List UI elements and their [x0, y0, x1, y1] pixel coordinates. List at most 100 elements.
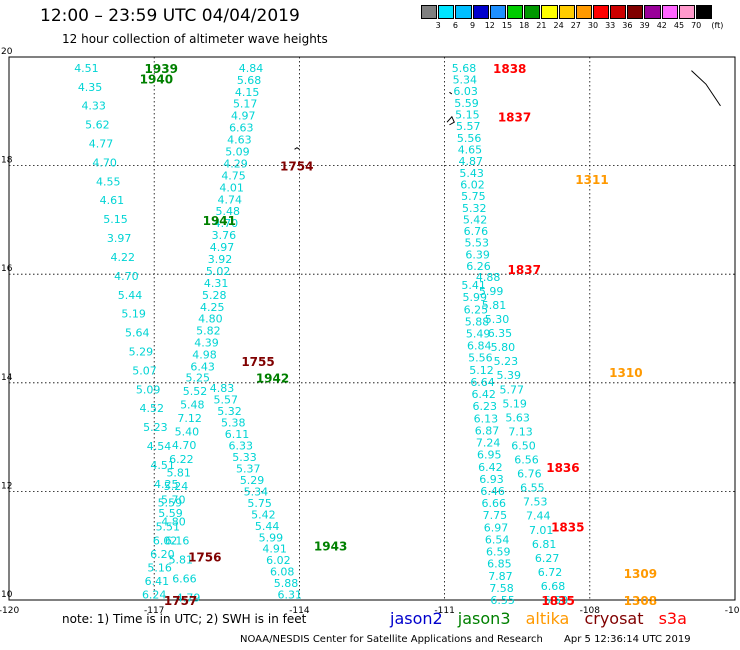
swh-value: 4.22 — [110, 251, 135, 264]
swh-value: 4.15 — [235, 86, 260, 99]
swh-value: 5.81 — [482, 299, 507, 312]
scale-swatch — [524, 5, 541, 19]
y-tick-label: 18 — [1, 156, 13, 166]
swh-value: 4.65 — [458, 143, 483, 156]
swh-value: 6.23 — [473, 400, 498, 413]
swh-value: 5.81 — [169, 553, 194, 566]
scale-value: 6 — [452, 21, 458, 30]
scale-value: 30 — [587, 21, 599, 30]
swh-value: 5.70 — [161, 494, 186, 507]
x-tick-label: -120 — [0, 606, 19, 616]
swh-value: 5.19 — [121, 308, 146, 321]
pass-label: 1941 — [203, 214, 236, 228]
swh-value: 5.75 — [247, 497, 272, 510]
scale-swatch — [627, 5, 644, 19]
swh-value: 5.02 — [206, 265, 231, 278]
pass-label: 1939 — [145, 62, 178, 76]
swh-value: 5.99 — [463, 291, 488, 304]
satellite-legend: jason2 jason3 altika cryosat s3a — [390, 609, 697, 628]
swh-value: 5.75 — [461, 190, 486, 203]
swh-value: 4.80 — [161, 516, 186, 529]
swh-value: 6.42 — [478, 461, 503, 474]
swh-value: 5.68 — [452, 62, 477, 75]
swh-value: 5.59 — [158, 507, 183, 520]
y-tick-label: 14 — [1, 373, 13, 383]
scale-value: 45 — [673, 21, 685, 30]
legend-jason2: jason2 — [390, 609, 443, 628]
swh-value: 4.33 — [81, 100, 106, 113]
swh-value: 5.56 — [468, 352, 493, 365]
swh-value: 6.72 — [538, 566, 563, 579]
y-tick-label: 12 — [1, 481, 12, 491]
swh-value: 7.24 — [476, 437, 501, 450]
swh-value: 4.35 — [78, 81, 103, 94]
credit-line: NOAA/NESDIS Center for Satellite Applica… — [240, 634, 691, 645]
swh-value: 5.64 — [125, 327, 150, 340]
swh-value: 5.63 — [505, 411, 530, 424]
swh-value: 4.84 — [239, 62, 264, 75]
swh-value: 6.54 — [485, 533, 510, 546]
scale-value: 21 — [536, 21, 547, 30]
swh-value: 5.88 — [465, 315, 490, 328]
plot-frame — [8, 56, 736, 601]
swh-value: 6.16 — [165, 535, 190, 548]
swh-value: 4.79 — [176, 591, 201, 604]
swh-value: 6.56 — [514, 454, 539, 467]
pass-label: 1835 — [541, 594, 574, 608]
swh-value: 4.80 — [198, 313, 223, 326]
swh-value: 4.97 — [231, 110, 256, 123]
swh-value: 4.55 — [96, 175, 121, 188]
swh-value: 5.57 — [213, 394, 238, 407]
scale-value: 12 — [484, 21, 495, 30]
swh-value: 5.28 — [202, 289, 227, 302]
swh-value: 3.76 — [212, 229, 237, 242]
land-outline — [446, 115, 455, 126]
swh-value: 6.76 — [517, 468, 542, 481]
scale-swatch — [610, 5, 627, 19]
swh-value: 4.74 — [217, 193, 242, 206]
swh-value: 5.37 — [236, 462, 261, 475]
swh-value: 7.53 — [523, 496, 548, 509]
pass-label: 1310 — [609, 366, 642, 380]
swh-value: 5.56 — [457, 132, 482, 145]
swh-value: 6.26 — [466, 260, 491, 273]
swh-value: 5.52 — [183, 385, 208, 398]
scale-swatch — [472, 5, 489, 19]
swh-value: 3.92 — [208, 253, 233, 266]
swh-value: 5.32 — [462, 202, 487, 215]
swh-value: 6.68 — [541, 580, 566, 593]
swh-value: 4.39 — [194, 337, 219, 350]
swh-value: 4.25 — [200, 301, 225, 314]
scale-value: 3 — [435, 21, 441, 30]
swh-value: 5.42 — [463, 213, 488, 226]
swh-value: 5.23 — [494, 355, 519, 368]
swh-value: 5.82 — [196, 325, 221, 338]
swh-value: 4.70 — [114, 270, 139, 283]
swh-value: 6.63 — [229, 122, 254, 135]
y-tick-label: 10 — [1, 590, 13, 600]
swh-value: 6.35 — [488, 327, 513, 340]
swh-value: 5.07 — [132, 364, 157, 377]
chart-title: 12:00 – 23:59 UTC 04/04/2019 — [40, 6, 300, 26]
swh-value: 6.87 — [475, 424, 500, 437]
swh-value: 4.88 — [476, 271, 501, 284]
swh-value: 5.49 — [466, 328, 491, 341]
swh-value: 4.31 — [204, 277, 229, 290]
swh-value: 4.83 — [210, 382, 235, 395]
swh-value: 5.48 — [216, 205, 241, 218]
pass-label: 1835 — [551, 521, 584, 535]
scale-swatch — [661, 5, 678, 19]
pass-label: 1756 — [188, 551, 221, 565]
pass-label: 1757 — [164, 594, 197, 608]
scale-value: 33 — [605, 21, 616, 30]
swh-value: 6.50 — [511, 439, 536, 452]
swh-value: 6.08 — [270, 566, 295, 579]
swh-value: 6.22 — [169, 453, 194, 466]
land-outline — [691, 70, 721, 107]
footnote: note: 1) Time is in UTC; 2) SWH is in fe… — [62, 612, 307, 626]
swh-value: 5.59 — [158, 497, 183, 510]
swh-value: 6.76 — [464, 225, 489, 238]
swh-value: 6.39 — [465, 248, 490, 261]
swh-value: 5.59 — [454, 97, 479, 110]
x-tick-label: -111 — [434, 606, 454, 616]
